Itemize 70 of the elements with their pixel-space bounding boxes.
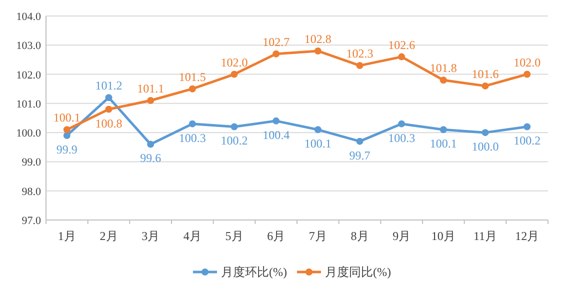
point [524, 123, 531, 130]
data-label: 102.0 [220, 55, 248, 70]
x-tick-label: 8月 [350, 229, 369, 243]
data-label: 99.9 [56, 142, 78, 156]
point [188, 85, 196, 92]
y-tick-label: 104.0 [16, 11, 42, 23]
data-label: 99.7 [349, 148, 370, 162]
data-label: 101.5 [178, 70, 206, 84]
point [524, 70, 531, 78]
y-tick-label: 101.0 [16, 98, 42, 110]
point [440, 76, 447, 84]
data-label: 99.6 [140, 151, 162, 166]
data-label: 100.2 [514, 134, 541, 148]
point [105, 106, 112, 113]
y-tick-label: 100.0 [16, 128, 42, 140]
x-tick-label: 2月 [100, 229, 118, 243]
x-tick-label: 3月 [142, 229, 160, 243]
point [314, 47, 322, 54]
point [188, 120, 196, 128]
data-label: 100.3 [178, 130, 206, 145]
data-label: 102.0 [514, 55, 541, 70]
data-label: 101.1 [137, 82, 164, 96]
legend-label: 月度环比(%) [221, 265, 287, 279]
data-label: 102.6 [388, 38, 416, 52]
data-label: 102.8 [304, 32, 332, 46]
data-label: 100.1 [53, 110, 80, 125]
data-label: 100.1 [304, 136, 332, 151]
point [272, 117, 280, 124]
x-tick-label: 10月 [431, 229, 456, 243]
x-tick-label: 11月 [473, 229, 498, 243]
data-label: 100.0 [472, 140, 499, 154]
data-label: 100.8 [95, 116, 122, 130]
point [482, 82, 489, 90]
x-tick-label: 12月 [515, 229, 540, 243]
data-label: 100.3 [388, 130, 416, 145]
point [230, 70, 238, 78]
x-tick-label: 9月 [392, 229, 411, 243]
data-label: 102.7 [262, 34, 290, 49]
point [272, 50, 280, 58]
point [63, 126, 70, 134]
point [398, 53, 406, 60]
point [314, 126, 322, 134]
y-tick-label: 102.0 [16, 69, 42, 82]
point [147, 140, 154, 148]
x-tick-label: 4月 [183, 229, 202, 243]
y-tick-label: 97.0 [22, 215, 42, 227]
data-label: 100.2 [220, 134, 248, 148]
legend-label: 月度同比(%) [325, 265, 391, 279]
point [63, 132, 70, 139]
data-label: 101.2 [95, 78, 122, 93]
data-label: 100.4 [262, 128, 290, 142]
data-label: 101.8 [430, 61, 457, 76]
x-tick-label: 6月 [267, 229, 286, 243]
point [356, 138, 364, 145]
point [147, 97, 154, 104]
data-label: 102.3 [346, 46, 374, 61]
data-label: 101.6 [472, 66, 499, 81]
x-tick-label: 7月 [308, 229, 327, 243]
point [230, 123, 238, 130]
y-tick-label: 99.0 [22, 156, 42, 169]
x-tick-label: 5月 [225, 229, 244, 243]
data-label: 100.1 [430, 136, 457, 151]
y-tick-label: 103.0 [16, 40, 42, 52]
x-tick-label: 1月 [58, 229, 76, 243]
point [482, 129, 489, 136]
point [398, 120, 406, 128]
point [356, 62, 364, 70]
point [440, 126, 447, 134]
y-tick-label: 98.0 [22, 186, 42, 198]
point [105, 94, 112, 102]
